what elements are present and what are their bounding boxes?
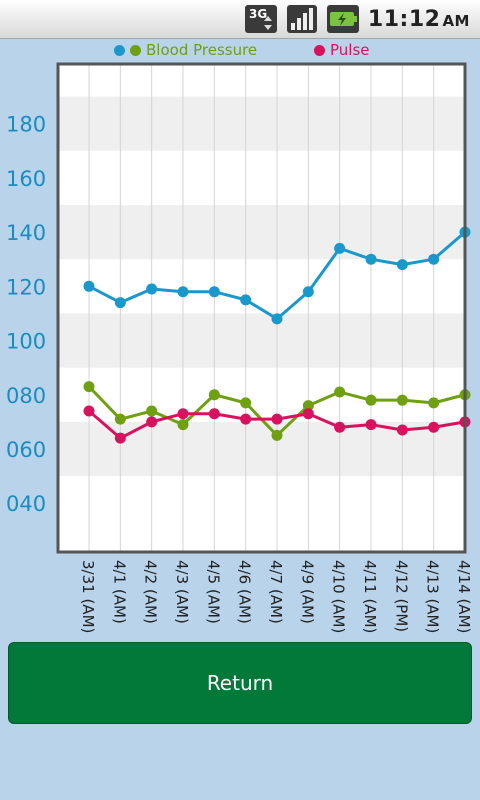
data-point-pulse	[177, 408, 189, 420]
data-point-diastolic	[114, 413, 126, 425]
legend-blood-pressure: Blood Pressure	[114, 41, 257, 59]
data-point-systolic	[83, 280, 95, 292]
x-tick-label: 4/1 (AM)	[110, 560, 128, 624]
x-tick-label: 4/6 (AM)	[236, 560, 254, 624]
line-chart: 040 060 080 100 120 140 160 180 3/31 (AM) 4/1 (AM…	[6, 62, 473, 633]
data-point-pulse	[114, 432, 126, 444]
x-tick-label: 4/13 (AM)	[424, 560, 442, 633]
data-point-diastolic	[240, 397, 252, 409]
chart-legend: Blood Pressure Pulse	[0, 40, 480, 62]
x-tick-label: 4/10 (AM)	[330, 560, 348, 633]
3g-data-icon: 3G	[244, 5, 278, 33]
data-point-pulse	[271, 413, 283, 425]
y-tick-label: 140	[6, 221, 46, 245]
x-tick-label: 4/11 (AM)	[361, 560, 379, 633]
data-point-pulse	[83, 405, 95, 417]
network-type-label: 3G	[249, 7, 267, 21]
data-point-pulse	[146, 416, 158, 428]
data-point-systolic	[365, 253, 377, 265]
data-point-systolic	[146, 283, 158, 295]
y-tick-label: 160	[6, 167, 46, 191]
data-point-systolic	[208, 286, 220, 298]
data-point-systolic	[428, 253, 440, 265]
return-button-label: Return	[206, 671, 274, 695]
chart-area: 040 060 080 100 120 140 160 180 3/31 (AM) 4/1 (AM…	[0, 60, 480, 640]
legend-diastolic-dot	[130, 44, 141, 56]
data-point-diastolic	[271, 429, 283, 441]
grid-band	[58, 96, 465, 151]
data-point-diastolic	[177, 419, 189, 431]
signal-icon	[286, 5, 318, 33]
grid-band	[58, 313, 465, 368]
y-tick-label: 040	[6, 492, 46, 516]
x-tick-label: 4/9 (AM)	[298, 560, 316, 624]
data-point-diastolic	[334, 386, 346, 398]
legend-pulse-label: Pulse	[330, 41, 370, 59]
y-tick-label: 100	[6, 330, 46, 354]
data-point-systolic	[240, 294, 252, 306]
data-point-pulse	[396, 424, 408, 436]
legend-pulse-dot	[314, 44, 325, 56]
data-point-diastolic	[428, 397, 440, 409]
x-tick-label: 4/7 (AM)	[267, 560, 285, 624]
data-point-pulse	[302, 408, 314, 420]
legend-pulse: Pulse	[314, 41, 370, 59]
x-tick-label: 4/3 (AM)	[173, 560, 191, 624]
data-point-systolic	[177, 286, 189, 298]
x-tick-label: 4/5 (AM)	[204, 560, 222, 624]
y-tick-label: 060	[6, 438, 46, 462]
data-point-diastolic	[208, 389, 220, 401]
grid-band	[58, 204, 465, 260]
data-point-diastolic	[365, 394, 377, 406]
clock-ampm: AM	[442, 11, 470, 30]
status-bar: 3G 11:12 AM	[0, 0, 480, 39]
x-tick-label: 4/12 (PM)	[392, 560, 410, 632]
data-point-pulse	[208, 408, 220, 420]
clock: 11:12 AM	[368, 7, 470, 32]
y-tick-label: 080	[6, 384, 46, 408]
legend-systolic-dot	[114, 44, 125, 56]
data-point-pulse	[240, 413, 252, 425]
data-point-diastolic	[83, 381, 95, 393]
data-point-systolic	[396, 259, 408, 271]
x-tick-label: 3/31 (AM)	[79, 560, 97, 633]
data-point-systolic	[271, 313, 283, 325]
data-point-diastolic	[302, 400, 314, 412]
x-tick-label: 4/2 (AM)	[142, 560, 160, 624]
data-point-diastolic	[396, 394, 408, 406]
data-point-systolic	[302, 286, 314, 298]
battery-charging-icon	[326, 5, 360, 33]
return-button[interactable]: Return	[8, 642, 472, 724]
data-point-systolic	[114, 297, 126, 309]
clock-time: 11:12	[367, 6, 441, 32]
y-tick-label: 180	[6, 113, 46, 137]
data-point-systolic	[334, 242, 346, 254]
data-point-pulse	[334, 421, 346, 433]
status-icons: 3G 11:12 AM	[244, 4, 470, 34]
data-point-diastolic	[146, 405, 158, 417]
y-tick-label: 120	[6, 275, 46, 299]
legend-blood-pressure-label: Blood Pressure	[146, 41, 258, 59]
data-point-pulse	[428, 421, 440, 433]
data-point-pulse	[365, 419, 377, 431]
plot-border	[56, 62, 467, 554]
x-tick-label: 4/14 (AM)	[455, 560, 473, 633]
